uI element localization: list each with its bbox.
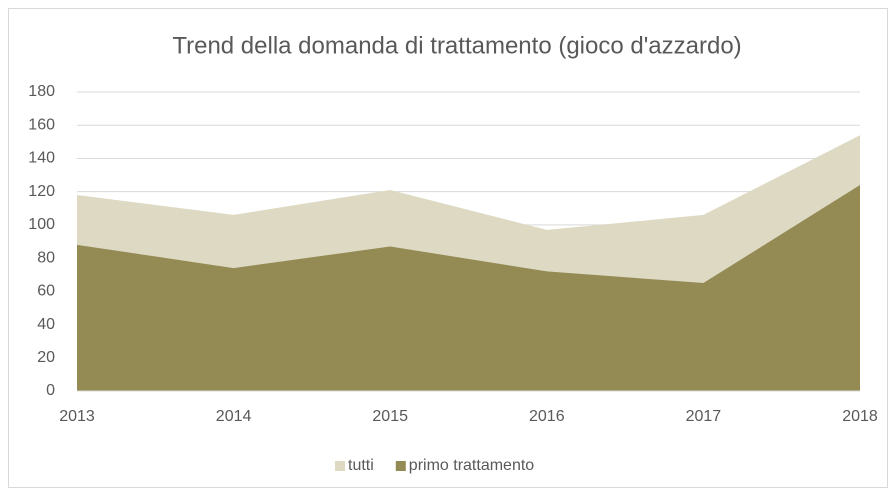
y-tick-label: 60 [37,283,55,300]
y-tick-label: 180 [28,83,55,100]
x-tick-label: 2018 [842,408,878,425]
legend-swatch [335,461,345,471]
x-tick-label: 2015 [372,408,408,425]
legend-label: primo trattamento [409,457,534,474]
y-tick-label: 120 [28,183,55,200]
y-tick-label: 40 [37,316,55,333]
y-tick-label: 20 [37,349,55,366]
x-tick-label: 2014 [216,408,252,425]
legend-label: tutti [348,457,374,474]
y-tick-label: 0 [46,382,55,399]
x-tick-label: 2013 [59,408,95,425]
legend-swatch [395,461,406,471]
y-tick-label: 100 [28,216,55,233]
y-tick-label: 160 [28,116,55,133]
x-tick-label: 2016 [529,408,565,425]
area [77,185,860,391]
chart-title: Trend della domanda di trattamento (gioc… [172,32,741,59]
x-tick-label: 2017 [686,408,722,425]
y-tick-label: 140 [28,150,55,167]
y-tick-label: 80 [37,249,55,266]
